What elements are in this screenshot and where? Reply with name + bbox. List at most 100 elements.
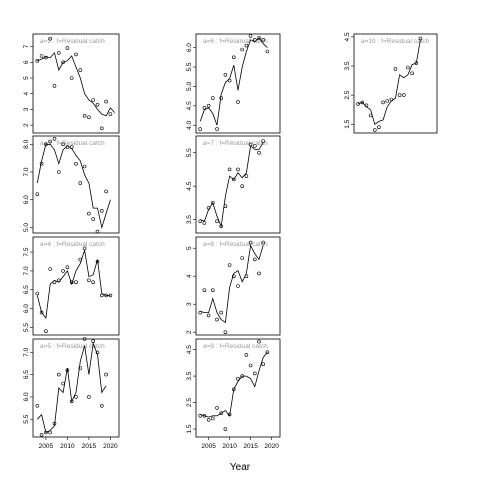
data-point [215,219,219,224]
data-point [95,229,100,234]
data-point [265,49,270,54]
data-point [65,368,70,373]
data-point [257,339,261,344]
data-point [95,350,100,355]
data-point [257,150,261,155]
data-point [236,167,240,172]
x-tick-label: 2010 [60,443,75,450]
panel-frame [32,236,120,336]
data-point [401,93,406,97]
panel-6: a=6 : f=Residual catch 4.0 4.5 5.0 5.5 6.0 [186,33,281,134]
data-point [39,54,44,58]
data-point [78,68,83,72]
panel-2: a=2 : f=Residual catch 2 3 4 5 6 7 [23,33,120,134]
panel-frame [32,33,120,134]
data-point [56,51,61,55]
data-point [48,267,53,271]
panel-frame [32,135,120,234]
data-point [223,204,228,208]
data-point [74,52,78,57]
y-tick-label: 3 [186,302,193,306]
y-tick-label: 6.0 [186,43,193,52]
panel-strip-label: a=7 : f=Residual catch [203,140,268,147]
data-point [261,37,266,42]
data-point [87,395,91,399]
data-point [356,102,360,106]
data-point [236,284,240,288]
fitted-line [200,351,268,418]
y-tick-label: 6.5 [23,285,30,294]
data-point [414,61,419,65]
y-tick-label: 3.5 [186,371,193,380]
x-tick-label: 2005 [201,443,216,450]
data-point [227,167,232,172]
data-point [52,137,57,141]
fitted-line [200,244,264,324]
data-point [372,128,377,132]
data-point [261,240,266,245]
panel-7: a=7 : f=Residual catch 3.5 4.5 5.5 [186,135,281,234]
y-tick-label: 4.0 [186,120,193,129]
data-point [95,259,100,264]
data-point [35,58,40,63]
data-point [244,43,249,48]
panel-strip-label: a=8 : f=Residual catch [203,241,268,248]
data-point [61,60,65,65]
y-tick-label: 6 [23,60,30,64]
data-point [202,106,207,110]
y-tick-label: 6.0 [23,195,30,204]
data-point [65,46,70,50]
data-point [206,313,211,318]
y-tick-label: 4 [186,274,193,278]
x-tick-label: 2015 [82,443,97,450]
y-tick-label: 3 [23,107,30,111]
data-point [44,55,48,60]
x-tick-label: 2020 [264,443,279,450]
data-point [52,280,57,285]
data-point [87,211,91,216]
y-tick-label: 5.0 [186,82,193,91]
data-point [223,427,228,431]
data-point [69,399,74,404]
y-tick-label: 2.5 [344,90,351,99]
fitted-line [37,341,107,434]
data-point [78,181,83,185]
data-point [244,274,249,279]
panel-8: a=8 : f=Residual catch 2 3 4 5 [186,236,281,336]
data-point [265,350,270,355]
panel-strip-label: a=3 : f=Residual catch [40,140,105,147]
panel-frame [195,236,281,336]
panel-5: a=5 : f=Residual catch 5.5 6.0 6.5 7.0 2005 20… [23,337,120,450]
y-tick-label: 6.0 [23,304,30,313]
y-tick-label: 7 [23,44,30,48]
data-point [52,84,57,88]
data-point [227,263,232,267]
data-point [44,329,48,334]
data-point [257,36,261,40]
data-point [61,142,65,147]
data-point [240,184,244,188]
data-point [211,416,215,421]
data-point [56,170,61,174]
data-point [100,293,104,298]
y-tick-label: 8.0 [23,139,30,148]
data-point [65,145,70,149]
panel-frame [353,33,438,134]
data-point [69,280,74,285]
data-point [198,127,202,131]
panel-10: a=10 : f=Residual catch 1.5 2.5 3.5 4.5 [344,32,438,134]
data-point [48,36,53,41]
data-point [35,192,40,196]
data-point [219,411,223,416]
data-point [248,34,253,38]
data-point [227,78,232,83]
data-point [87,115,91,120]
y-tick-label: 6.5 [23,370,30,379]
y-tick-label: 1.5 [186,424,193,433]
fitted-line [199,37,268,126]
data-point [78,257,83,262]
data-point [69,145,74,149]
data-point [211,201,215,205]
y-tick-label: 5.5 [23,323,30,332]
